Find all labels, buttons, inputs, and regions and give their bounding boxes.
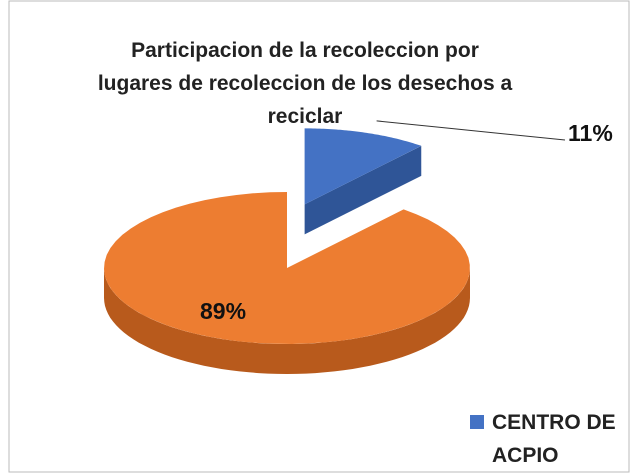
slice — [104, 192, 470, 344]
slice-face — [304, 145, 422, 235]
slice-side — [104, 268, 470, 374]
legend-label: CENTRO DE ACPIO — [492, 411, 616, 467]
frame — [8, 0, 630, 473]
legend-swatch — [470, 415, 484, 429]
leader-line — [376, 120, 566, 141]
chart-title: Participacion de la recoleccion por luga… — [97, 39, 513, 128]
data-label: 89% — [200, 298, 246, 324]
data-label: 11% — [568, 120, 613, 146]
slice — [304, 128, 422, 205]
legend: CENTRO DE ACPIO — [470, 406, 625, 472]
